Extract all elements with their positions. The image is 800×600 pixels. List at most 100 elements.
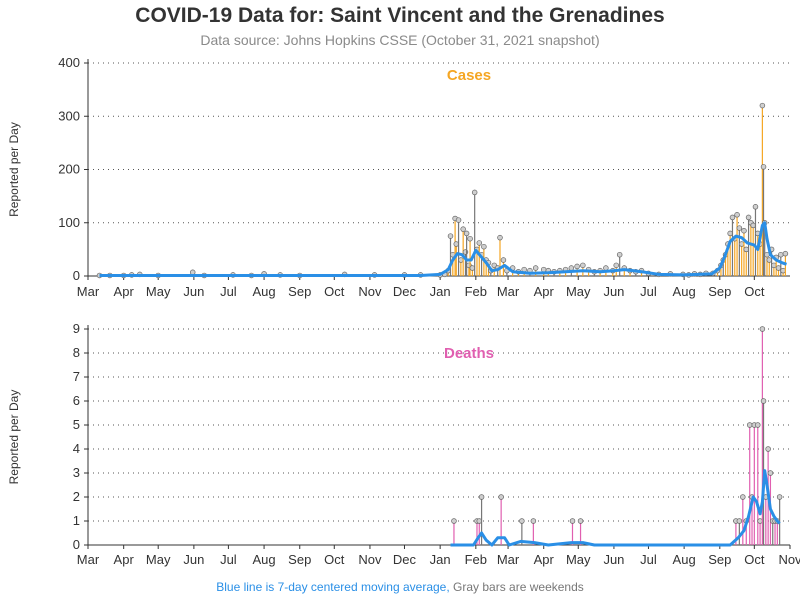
x-tick-label: Apr xyxy=(114,552,135,567)
data-point xyxy=(778,251,784,258)
deaths-panel: 0 1 2 3 4 5 6 7 8 9 Mar Apr May Jun Jul Aug Sep Oct Nov Dec… xyxy=(7,321,800,567)
data-point xyxy=(469,265,476,271)
data-point xyxy=(745,214,752,221)
x-tick-label: Feb xyxy=(465,284,487,299)
data-point xyxy=(736,518,743,524)
x-tick-label: Mar xyxy=(77,284,100,299)
x-tick-label: Jun xyxy=(603,284,624,299)
data-point xyxy=(755,422,761,428)
y-tick-label: 8 xyxy=(73,345,80,360)
x-tick-label: Jun xyxy=(183,552,204,567)
x-tick-label: Jul xyxy=(640,552,657,567)
data-point xyxy=(500,257,507,263)
data-point xyxy=(471,189,478,196)
data-point xyxy=(580,262,586,269)
data-point xyxy=(189,269,196,276)
data-point xyxy=(766,257,773,263)
x-tick-label: May xyxy=(566,552,591,567)
x-tick-label: Feb xyxy=(465,552,487,567)
data-point xyxy=(568,265,575,271)
data-point xyxy=(752,204,759,210)
x-tick-label: Dec xyxy=(393,284,417,299)
footnote: Blue line is 7-day centered moving avera… xyxy=(0,580,800,594)
cases-panel: 0 100 200 300 400 Mar Apr May Jun Jul Aug Sep Oct Nov… xyxy=(7,55,790,299)
data-point xyxy=(775,265,782,271)
y-tick-label: 2 xyxy=(73,489,80,504)
x-tick-label: Oct xyxy=(744,552,765,567)
x-tick-label: Jul xyxy=(640,284,657,299)
panel-title: Deaths xyxy=(444,345,494,362)
data-point xyxy=(727,230,733,237)
y-tick-label: 200 xyxy=(58,162,80,177)
data-point xyxy=(577,518,584,524)
data-point xyxy=(519,518,525,524)
data-point xyxy=(498,494,504,500)
x-tick-label: Apr xyxy=(534,552,555,567)
x-tick-label: May xyxy=(146,284,171,299)
data-point xyxy=(765,446,771,452)
data-point xyxy=(458,257,464,263)
y-tick-label: 1 xyxy=(73,513,80,528)
x-tick-label: May xyxy=(566,284,591,299)
data-point xyxy=(478,494,485,500)
data-point xyxy=(451,518,457,524)
data-point xyxy=(759,102,766,109)
data-point xyxy=(776,494,783,500)
x-tick-label: Mar xyxy=(497,284,520,299)
x-tick-label: Oct xyxy=(324,284,345,299)
x-tick-label: May xyxy=(146,552,171,567)
x-tick-label: Aug xyxy=(253,284,276,299)
data-point xyxy=(740,494,746,500)
data-point xyxy=(540,266,547,273)
data-point xyxy=(455,217,462,223)
x-tick-label: Jan xyxy=(430,552,451,567)
y-tick-label: 400 xyxy=(58,55,80,70)
x-tick-label: Jan xyxy=(430,284,451,299)
x-tick-label: Sep xyxy=(288,284,311,299)
panel-title: Cases xyxy=(447,67,491,84)
data-point xyxy=(467,235,473,242)
x-tick-label: Oct xyxy=(324,552,345,567)
x-tick-label: Mar xyxy=(497,552,520,567)
x-tick-label: Jun xyxy=(183,284,204,299)
y-tick-label: 5 xyxy=(73,417,80,432)
data-point xyxy=(532,265,539,271)
data-point xyxy=(574,263,580,270)
x-tick-label: Sep xyxy=(708,552,731,567)
y-tick-label: 9 xyxy=(73,321,80,336)
page-title: COVID-19 Data for: Saint Vincent and the… xyxy=(135,4,665,27)
data-point xyxy=(782,250,789,257)
data-point xyxy=(453,241,460,247)
y-tick-label: 300 xyxy=(58,108,80,123)
data-point xyxy=(743,246,750,253)
y-tick-label: 7 xyxy=(73,369,80,384)
y-tick-label: 3 xyxy=(73,465,80,480)
data-point xyxy=(757,518,763,524)
x-tick-label: Sep xyxy=(708,284,731,299)
data-point xyxy=(616,251,623,258)
data-point xyxy=(476,240,483,246)
x-tick-label: Mar xyxy=(77,552,100,567)
x-tick-label: Aug xyxy=(253,552,276,567)
data-point xyxy=(741,227,747,234)
data-point xyxy=(497,234,503,241)
data-point xyxy=(759,326,766,332)
data-point xyxy=(530,518,537,524)
y-tick-label: 0 xyxy=(73,268,80,283)
x-tick-label: Jul xyxy=(220,552,237,567)
data-point xyxy=(613,262,619,269)
data-point xyxy=(738,241,745,247)
moving-average-line xyxy=(99,221,787,277)
y-tick-label: 4 xyxy=(73,441,80,456)
data-point xyxy=(460,226,466,232)
footnote-weekends: Gray bars are weekends xyxy=(453,580,584,594)
data-point xyxy=(780,267,786,274)
data-point xyxy=(760,398,767,404)
y-tick-label: 6 xyxy=(73,393,80,408)
x-tick-label: Sep xyxy=(288,552,311,567)
x-tick-label: Aug xyxy=(673,552,696,567)
x-tick-label: Apr xyxy=(114,284,135,299)
x-tick-label: Nov xyxy=(358,284,382,299)
data-point xyxy=(760,164,767,170)
